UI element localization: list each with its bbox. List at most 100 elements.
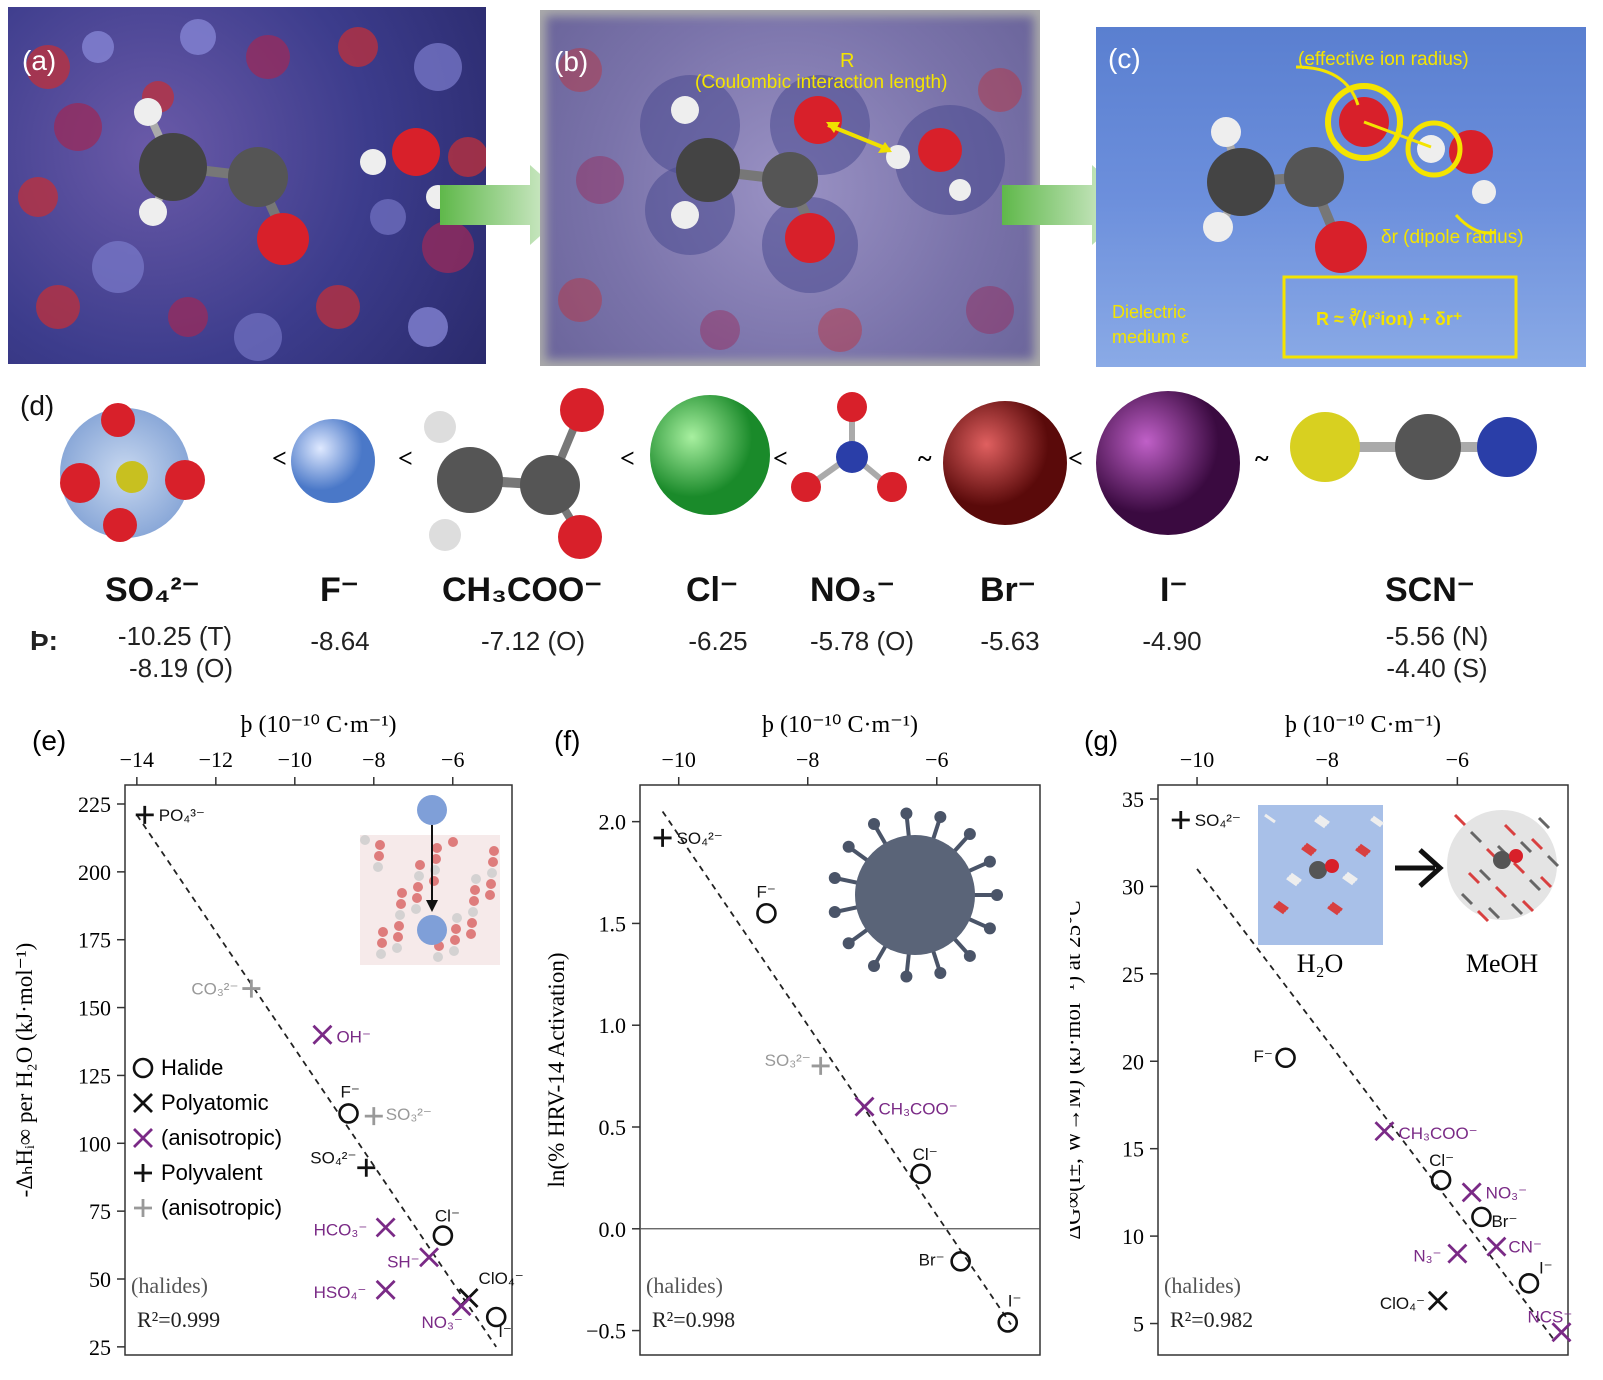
chart-g-panel-label: (g) — [1084, 725, 1118, 756]
y-tick-label: 25 — [1122, 962, 1144, 987]
point-label: SH⁻ — [387, 1252, 420, 1271]
y-tick-label: 5 — [1133, 1312, 1144, 1337]
y-axis-label: ΔG∞(I±, W→M) (kJ·mol⁻¹) at 25°C — [1070, 900, 1085, 1239]
panel-d-label: (d) — [20, 390, 55, 421]
dielectric-line1: Dielectric — [1112, 302, 1187, 322]
data-point — [1171, 810, 1190, 829]
ion-models-drawing: < < < < ~ < ~ — [60, 388, 1537, 559]
y-axis-label: ln(% HRV-14 Activation) — [544, 953, 569, 1188]
data-point — [485, 1306, 507, 1328]
panel-b-label: (b) — [554, 46, 589, 77]
data-point — [811, 1056, 830, 1075]
effective-radius-image: (c) (effective ion radius) δr (dipole ra… — [1096, 27, 1586, 367]
point-label: NCS⁻ — [1527, 1307, 1572, 1326]
legend-entry: (anisotropic) — [161, 1125, 282, 1150]
legend-marker — [132, 1057, 154, 1079]
beta-thiocyanate: -5.56 (N) -4.40 (S) — [1385, 621, 1489, 683]
halides-note: (halides) — [131, 1273, 208, 1298]
data-point — [419, 1247, 440, 1268]
beta-bromide: -5.63 — [980, 626, 1040, 656]
data-point — [653, 828, 672, 847]
fit-line — [661, 810, 1012, 1325]
y-tick-label: 200 — [78, 860, 111, 885]
ion-name-nitrate: NO₃⁻ — [810, 571, 895, 609]
legend-entry: Polyatomic — [161, 1090, 269, 1115]
data-point — [1471, 1206, 1492, 1228]
data-point — [451, 1296, 472, 1317]
data-point — [1551, 1322, 1572, 1343]
point-label: SO₄²⁻ — [310, 1149, 356, 1168]
point-label: F⁻ — [1254, 1047, 1273, 1066]
dipole-radius-label: δr (dipole radius) — [1381, 227, 1524, 248]
data-point — [357, 1158, 376, 1177]
fit-line — [136, 814, 497, 1348]
x-tick-label: −8 — [362, 747, 385, 772]
data-point — [1430, 1169, 1452, 1191]
ion-name-bromide: Br⁻ — [980, 571, 1036, 609]
data-point — [756, 902, 777, 924]
data-point — [1275, 1047, 1296, 1069]
point-label: HCO₃⁻ — [314, 1220, 368, 1239]
coulombic-r-label: R — [840, 50, 855, 72]
coulombic-length-image: (b) R (Coulombic interaction length) — [540, 10, 1040, 366]
chart-g-frame — [1157, 784, 1569, 1356]
svg-text:~: ~ — [1255, 444, 1269, 473]
ion-name-acetate: CH₃COO⁻ — [442, 571, 603, 609]
data-point — [242, 979, 261, 998]
coulombic-length-drawing — [558, 48, 1022, 352]
x-tick-label: −10 — [661, 747, 695, 772]
beta-nitrate: -5.78 (O) — [809, 626, 915, 656]
point-label: ClO₄⁻ — [479, 1269, 524, 1288]
point-label: I⁻ — [1539, 1258, 1553, 1277]
beta-sulfate: -10.25 (T) -8.19 (O) — [117, 621, 234, 683]
data-point — [364, 1107, 383, 1126]
y-tick-label: 225 — [78, 792, 111, 817]
falling-ion-inset — [360, 795, 500, 965]
y-tick-label: 175 — [78, 928, 111, 953]
legend-entry: Polyvalent — [161, 1160, 263, 1185]
point-label: NO₃⁻ — [421, 1313, 462, 1332]
halides-note: (halides) — [646, 1273, 723, 1298]
svg-text:<: < — [398, 444, 413, 473]
x-tick-label: −6 — [1446, 747, 1469, 772]
point-label: SO₄²⁻ — [677, 829, 723, 848]
solvated-acetate-image: (a) — [8, 7, 486, 364]
y-tick-label: −0.5 — [586, 1319, 626, 1344]
data-point — [312, 1024, 333, 1045]
coulombic-length-label: (Coulombic interaction length) — [695, 72, 948, 93]
legend-marker — [134, 1164, 152, 1182]
chart-e-panel-label: (e) — [32, 725, 66, 756]
x-axis-label: ϸ (10⁻¹⁰ C·m⁻¹) — [1285, 712, 1441, 738]
chloride-model-icon — [650, 395, 770, 515]
y-tick-label: 35 — [1122, 787, 1144, 812]
beta-fluoride: -8.64 — [310, 626, 370, 656]
panel-a-label: (a) — [22, 45, 57, 76]
point-label: SO₄²⁻ — [1195, 811, 1241, 830]
r-squared-label: R²=0.998 — [652, 1307, 735, 1332]
x-axis-label: ϸ (10⁻¹⁰ C·m⁻¹) — [762, 712, 918, 738]
y-tick-label: 50 — [89, 1267, 111, 1292]
fluoride-model-icon — [291, 419, 375, 503]
y-axis-label: -ΔₕHᵢ∞ per H₂O (kJ·mol⁻¹) — [12, 943, 37, 1198]
point-label: I⁻ — [498, 1322, 512, 1341]
legend-marker — [133, 1128, 153, 1148]
y-tick-label: 20 — [1122, 1049, 1144, 1074]
iodide-model-icon — [1096, 391, 1240, 535]
x-tick-label: −14 — [120, 747, 154, 772]
virus-inset-icon — [828, 807, 1003, 983]
y-tick-label: 1.0 — [599, 1013, 627, 1038]
nitrate-model-icon — [791, 392, 907, 502]
svg-text:<: < — [773, 444, 788, 473]
point-label: HSO₄⁻ — [314, 1283, 367, 1302]
point-label: F⁻ — [756, 882, 775, 901]
inset-label-water: H₂O — [1297, 949, 1344, 978]
y-tick-label: 100 — [78, 1131, 111, 1156]
data-point — [950, 1251, 971, 1272]
chart-e-frame — [124, 784, 513, 1356]
point-label: CH₃COO⁻ — [1398, 1124, 1477, 1143]
chart-f-panel-label: (f) — [554, 725, 580, 756]
halides-note: (halides) — [1164, 1273, 1241, 1298]
sulfate-model-icon — [60, 403, 205, 542]
ion-name-thiocyanate: SCN⁻ — [1385, 571, 1475, 609]
y-tick-label: 0.0 — [599, 1217, 627, 1242]
